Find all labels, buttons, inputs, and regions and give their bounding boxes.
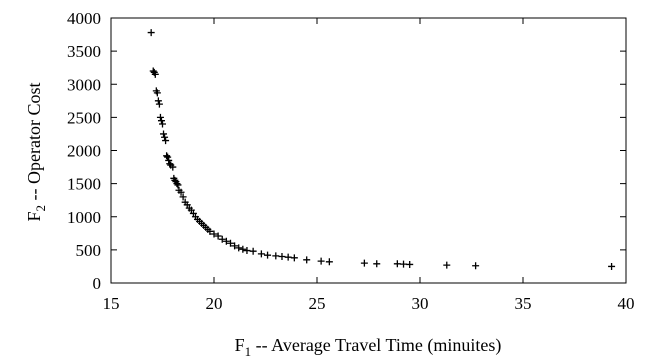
data-point-marker <box>179 193 187 201</box>
y-tick-label: 0 <box>93 274 102 293</box>
x-tick-label: 35 <box>515 294 532 313</box>
data-point-marker <box>373 260 381 268</box>
data-point-marker <box>210 230 218 238</box>
data-point-marker <box>173 180 181 188</box>
x-axis-title-main: F <box>235 335 245 355</box>
data-point-marker <box>249 247 257 255</box>
y-axis-title-main: F <box>24 211 44 221</box>
data-point-marker <box>290 254 298 262</box>
y-tick-label: 3000 <box>67 75 101 94</box>
y-axis-title-rest: -- Operator Cost <box>24 83 44 205</box>
x-tick-label: 15 <box>103 294 120 313</box>
data-point-marker <box>226 239 234 247</box>
plot-frame <box>110 17 627 284</box>
data-point-marker <box>154 97 162 105</box>
data-point-marker <box>206 227 214 235</box>
data-point-marker <box>153 89 161 97</box>
data-point-marker <box>157 117 165 125</box>
data-point-marker <box>325 258 333 266</box>
data-point-marker <box>164 153 172 161</box>
data-point-marker <box>160 130 168 138</box>
y-axis-title: F2 -- Operator Cost <box>24 83 48 222</box>
y-axis: 0 500 1000 1500 2000 2500 3000 3500 4000 <box>67 9 626 293</box>
plot-border <box>110 17 627 284</box>
data-point-marker <box>400 260 408 268</box>
data-point-marker <box>222 237 230 245</box>
data-point-marker <box>162 137 170 145</box>
y-axis-title-sub: 2 <box>33 205 48 212</box>
data-point-marker <box>177 188 185 196</box>
x-tick-label: 40 <box>618 294 635 313</box>
data-point-marker <box>284 253 292 261</box>
data-point-marker <box>272 252 280 260</box>
data-point-marker <box>317 257 325 265</box>
data-point-marker <box>243 247 251 255</box>
data-point-marker <box>406 260 414 268</box>
data-point-marker <box>239 245 247 253</box>
data-points <box>147 29 616 270</box>
y-tick-label: 1500 <box>67 175 101 194</box>
x-axis: 15 20 25 30 35 40 <box>103 18 635 313</box>
x-tick-label: 30 <box>412 294 429 313</box>
data-point-marker <box>174 181 182 189</box>
data-point-marker <box>166 160 174 168</box>
y-tick-label: 4000 <box>67 9 101 28</box>
data-point-marker <box>156 113 164 121</box>
x-axis-title: F1 -- Average Travel Time (minuites) <box>235 335 502 358</box>
data-point-marker <box>147 29 155 37</box>
data-point-marker <box>264 251 272 259</box>
y-tick-label: 3500 <box>67 42 101 61</box>
data-point-marker <box>257 250 265 258</box>
x-tick-label: 25 <box>309 294 326 313</box>
data-point-marker <box>360 259 368 267</box>
y-tick-label: 500 <box>76 241 102 260</box>
data-point-marker <box>151 70 159 78</box>
data-point-marker <box>163 152 171 160</box>
data-point-marker <box>472 262 480 270</box>
data-point-marker <box>214 232 222 240</box>
x-axis-title-rest: -- Average Travel Time (minuites) <box>251 335 501 356</box>
data-point-marker <box>159 120 166 128</box>
data-point-marker <box>218 235 226 243</box>
data-point-marker <box>393 260 401 268</box>
y-tick-label: 1000 <box>67 208 101 227</box>
data-point-marker <box>231 242 239 250</box>
data-point-marker <box>155 100 163 108</box>
x-tick-label: 20 <box>206 294 223 313</box>
data-point-marker <box>278 253 286 260</box>
y-tick-label: 2500 <box>67 108 101 127</box>
data-point-marker <box>235 244 243 252</box>
data-point-marker <box>443 261 451 269</box>
data-point-marker <box>303 256 311 264</box>
data-point-marker <box>161 133 169 141</box>
y-tick-label: 2000 <box>67 142 101 161</box>
data-point-marker <box>608 262 616 270</box>
data-point-marker <box>169 163 177 171</box>
x-axis-title-sub: 1 <box>245 344 252 358</box>
data-point-marker <box>165 156 173 164</box>
